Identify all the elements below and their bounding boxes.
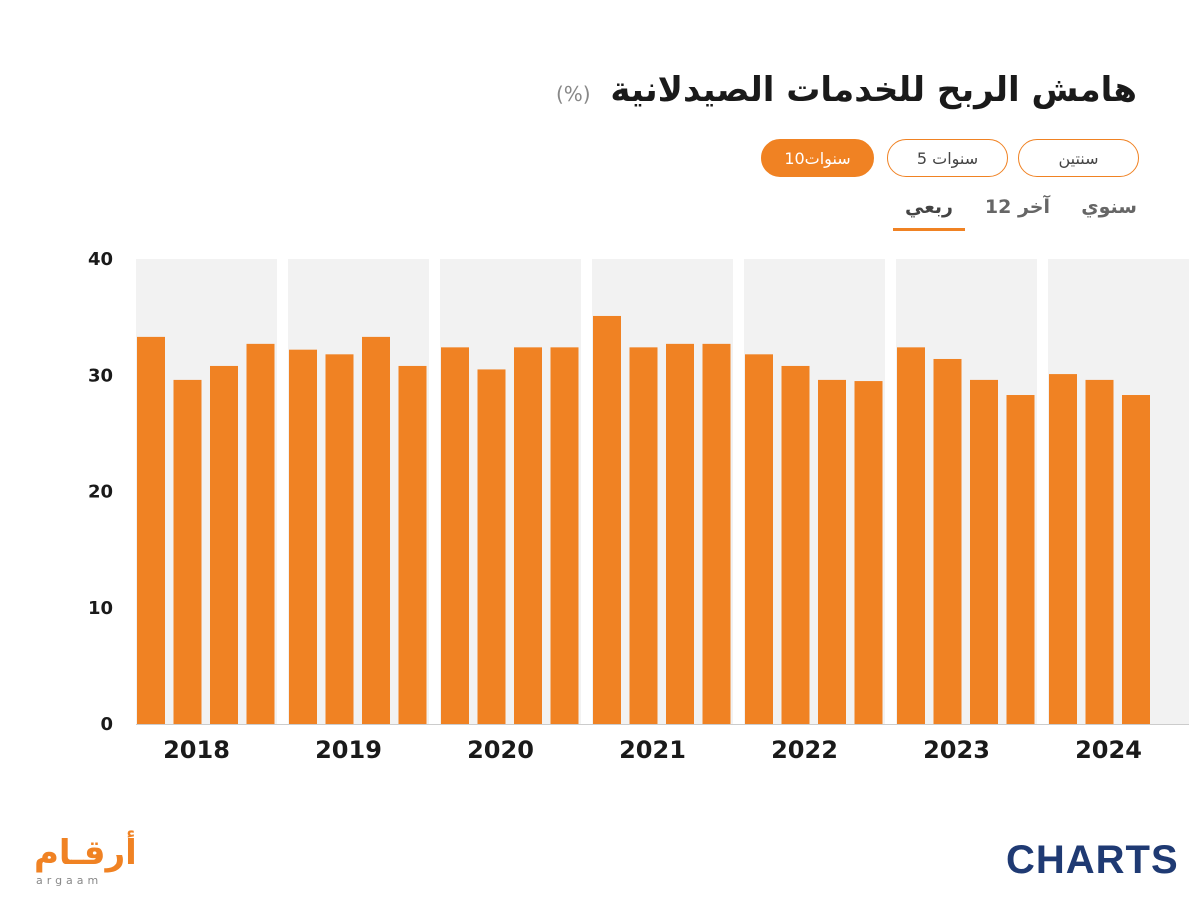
bar-2020-q2: [477, 369, 506, 724]
bar-2022-q3: [818, 379, 846, 724]
active-tab-underline: [893, 228, 965, 231]
argaam-logo-subtext: argaam: [36, 874, 103, 887]
range-button-2-years[interactable]: سنتين: [1018, 139, 1139, 177]
argaam-logo: أرقـام: [34, 833, 137, 873]
x-tick-label-2022: 2022: [771, 736, 838, 764]
bar-2018-q3: [210, 365, 238, 724]
bar-2022-q4: [854, 381, 883, 724]
bar-2019-q2: [325, 354, 354, 724]
chart-unit: (%): [555, 82, 591, 106]
bar-2018-q1: [137, 336, 165, 724]
tab-last-12[interactable]: آخر 12: [984, 196, 1050, 218]
bar-2018-q2: [173, 379, 202, 724]
x-tick-label-2018: 2018: [163, 736, 230, 764]
bar-2019-q4: [398, 365, 427, 724]
x-tick-label-2024: 2024: [1075, 736, 1142, 764]
bar-2019-q1: [289, 349, 317, 724]
bar-2022-q1: [745, 354, 773, 724]
tab-annual[interactable]: سنوي: [1081, 196, 1137, 218]
y-tick-label-40: 40: [88, 249, 113, 270]
bar-chart: 2018 2019 2020 2021 2022 2023 2024 0 10 20 30 40: [88, 249, 1189, 764]
bar-2021-q4: [702, 343, 731, 724]
bar-2021-q2: [629, 347, 658, 724]
bar-2018-q4: [246, 343, 275, 724]
range-button-5-years[interactable]: 5 سنوات: [887, 139, 1008, 177]
charts-logo: CHARTS: [1006, 838, 1179, 882]
x-tick-label-2021: 2021: [619, 736, 686, 764]
bar-2020-q1: [441, 347, 469, 724]
bar-2023-q4: [1006, 395, 1035, 724]
bar-2024-q1: [1049, 374, 1077, 724]
bar-2023-q2: [933, 358, 962, 724]
bar-2024-q2: [1085, 379, 1114, 724]
y-tick-label-10: 10: [88, 598, 113, 619]
bar-2021-q1: [593, 315, 621, 724]
x-tick-label-2023: 2023: [923, 736, 990, 764]
tab-quarterly[interactable]: ربعي: [904, 196, 953, 218]
bar-2023-q3: [970, 379, 998, 724]
bar-2024-q3: [1122, 395, 1150, 724]
bar-2023-q1: [897, 347, 925, 724]
bar-2021-q3: [666, 343, 694, 724]
x-tick-label-2020: 2020: [467, 736, 534, 764]
y-tick-label-0: 0: [100, 714, 113, 735]
range-button-10-years[interactable]: 10سنوات: [761, 139, 874, 177]
bar-2022-q2: [781, 365, 810, 724]
x-tick-label-2019: 2019: [315, 736, 382, 764]
y-tick-label-30: 30: [88, 365, 113, 386]
chart-title-text: هامش الربح للخدمات الصيدلانية: [610, 70, 1137, 110]
bar-2020-q3: [514, 347, 542, 724]
bar-2019-q3: [362, 336, 390, 724]
bar-2020-q4: [550, 347, 579, 724]
chart-title: هامش الربح للخدمات الصيدلانية (%): [556, 70, 1137, 110]
y-tick-label-20: 20: [88, 482, 113, 503]
